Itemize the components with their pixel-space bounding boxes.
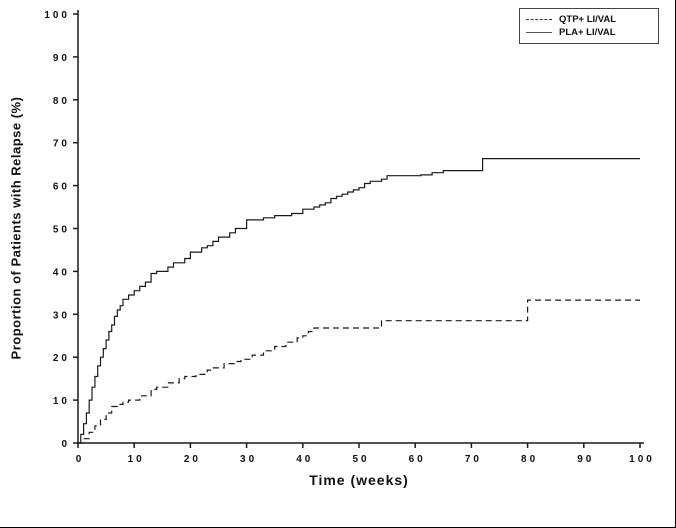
y-tick-label: 50	[53, 225, 70, 236]
legend-item-qtp: QTP+ LI/VAL	[526, 13, 652, 26]
x-tick-label: 50	[352, 454, 369, 465]
x-tick-label: 10	[128, 454, 145, 465]
y-tick-label: 10	[53, 396, 70, 407]
legend-label-qtp: QTP+ LI/VAL	[559, 14, 617, 25]
x-axis-title: Time (weeks)	[309, 472, 409, 488]
dashed-line-sample-icon	[526, 19, 552, 20]
y-tick-label: 80	[53, 96, 70, 107]
series-line-solid	[78, 158, 640, 444]
legend-item-pla: PLA+ LI/VAL	[526, 26, 652, 39]
x-tick-label: 80	[521, 454, 538, 465]
legend: QTP+ LI/VAL PLA+ LI/VAL	[519, 8, 659, 44]
solid-line-sample-icon	[526, 32, 552, 33]
y-tick-label: 0	[61, 439, 70, 450]
x-tick-label: 90	[577, 454, 594, 465]
x-tick-label: 40	[296, 454, 313, 465]
y-tick-label: 100	[44, 10, 70, 21]
legend-label-pla: PLA+ LI/VAL	[559, 27, 616, 38]
y-tick-label: 70	[53, 139, 70, 150]
x-tick-label: 60	[409, 454, 426, 465]
y-tick-label: 40	[53, 267, 70, 278]
series-line-dashed	[78, 299, 640, 444]
x-tick-label: 20	[184, 454, 201, 465]
y-tick-label: 20	[53, 353, 70, 364]
x-tick-label: 30	[240, 454, 257, 465]
x-tick-label: 100	[629, 454, 655, 465]
y-tick-label: 90	[53, 53, 70, 64]
y-tick-label: 30	[53, 310, 70, 321]
y-tick-label: 60	[53, 182, 70, 193]
x-tick-label: 0	[76, 454, 85, 465]
x-tick-label: 70	[465, 454, 482, 465]
